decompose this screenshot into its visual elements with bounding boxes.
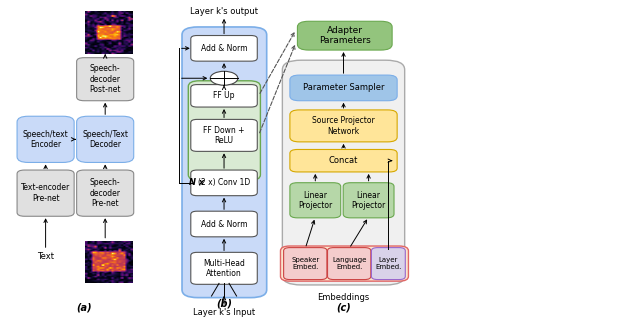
Text: Adapter
Parameters: Adapter Parameters bbox=[319, 26, 371, 45]
FancyBboxPatch shape bbox=[290, 150, 397, 172]
Text: Text-encoder
Pre-net: Text-encoder Pre-net bbox=[21, 183, 70, 203]
Text: Add & Norm: Add & Norm bbox=[201, 44, 247, 53]
Text: Parameter Sampler: Parameter Sampler bbox=[303, 83, 384, 92]
Text: Layer k's Input: Layer k's Input bbox=[193, 308, 255, 317]
Text: (b): (b) bbox=[216, 299, 232, 309]
Text: Text: Text bbox=[37, 252, 54, 261]
Text: Language
Embed.: Language Embed. bbox=[332, 257, 366, 270]
FancyBboxPatch shape bbox=[191, 252, 257, 284]
Text: Speech/text
Encoder: Speech/text Encoder bbox=[23, 130, 68, 149]
Circle shape bbox=[210, 71, 238, 85]
Text: (2 x) Conv 1D: (2 x) Conv 1D bbox=[198, 178, 250, 187]
FancyBboxPatch shape bbox=[290, 75, 397, 101]
Text: Speech-
decoder
Pre-net: Speech- decoder Pre-net bbox=[90, 178, 121, 208]
FancyBboxPatch shape bbox=[17, 116, 74, 162]
Text: Add & Norm: Add & Norm bbox=[201, 220, 247, 228]
Text: N x: N x bbox=[189, 178, 204, 187]
FancyBboxPatch shape bbox=[182, 27, 267, 297]
Text: Speech-
decoder
Post-net: Speech- decoder Post-net bbox=[90, 64, 121, 94]
Text: (c): (c) bbox=[336, 302, 351, 312]
FancyBboxPatch shape bbox=[290, 183, 340, 218]
Text: FF Down +
ReLU: FF Down + ReLU bbox=[204, 126, 244, 145]
Text: Concat: Concat bbox=[329, 156, 358, 165]
Text: Embeddings: Embeddings bbox=[317, 293, 370, 302]
FancyBboxPatch shape bbox=[191, 170, 257, 196]
Text: Layer
Embed.: Layer Embed. bbox=[375, 257, 401, 270]
FancyBboxPatch shape bbox=[191, 120, 257, 151]
Text: Linear
Projector: Linear Projector bbox=[298, 191, 332, 210]
Text: Multi-Head
Attention: Multi-Head Attention bbox=[203, 259, 245, 278]
FancyBboxPatch shape bbox=[280, 246, 408, 281]
FancyBboxPatch shape bbox=[77, 116, 134, 162]
Text: Source Projector
Network: Source Projector Network bbox=[312, 116, 375, 136]
FancyBboxPatch shape bbox=[290, 110, 397, 142]
Text: Linear
Projector: Linear Projector bbox=[351, 191, 386, 210]
FancyBboxPatch shape bbox=[17, 170, 74, 216]
FancyBboxPatch shape bbox=[191, 36, 257, 61]
Text: Speech/Text
Decoder: Speech/Text Decoder bbox=[82, 130, 128, 149]
FancyBboxPatch shape bbox=[188, 81, 260, 181]
FancyBboxPatch shape bbox=[328, 248, 371, 280]
FancyBboxPatch shape bbox=[284, 248, 327, 280]
FancyBboxPatch shape bbox=[343, 183, 394, 218]
FancyBboxPatch shape bbox=[77, 58, 134, 101]
FancyBboxPatch shape bbox=[191, 211, 257, 237]
FancyBboxPatch shape bbox=[77, 170, 134, 216]
FancyBboxPatch shape bbox=[282, 60, 404, 285]
FancyBboxPatch shape bbox=[298, 21, 392, 50]
FancyBboxPatch shape bbox=[191, 85, 257, 107]
FancyBboxPatch shape bbox=[371, 248, 405, 280]
Text: Layer k's output: Layer k's output bbox=[190, 7, 258, 16]
Text: FF Up: FF Up bbox=[213, 91, 235, 100]
Text: Speaker
Embed.: Speaker Embed. bbox=[291, 257, 319, 270]
Text: (a): (a) bbox=[76, 302, 92, 312]
